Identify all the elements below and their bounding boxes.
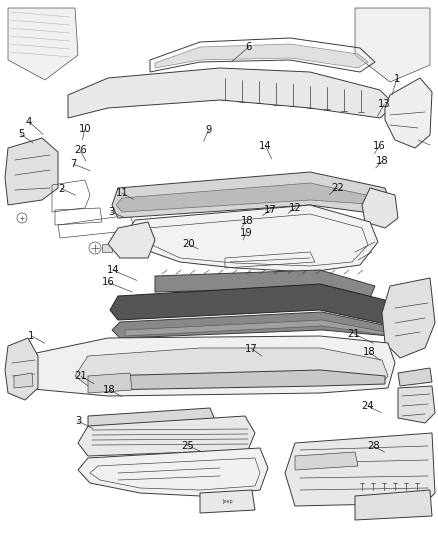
Text: 18: 18 [363,347,375,357]
Text: 16: 16 [102,278,115,287]
Text: 13: 13 [378,100,390,109]
Polygon shape [355,490,432,520]
Text: 1: 1 [394,74,400,84]
Text: 9: 9 [205,125,212,135]
Text: 16: 16 [373,141,386,151]
Text: 25: 25 [181,441,194,450]
Polygon shape [14,373,33,388]
Text: 18: 18 [241,216,253,225]
Polygon shape [382,278,435,358]
Text: 14: 14 [259,141,272,150]
Polygon shape [15,336,395,396]
Text: 10: 10 [79,124,91,134]
Polygon shape [362,188,398,228]
Polygon shape [92,370,385,390]
Polygon shape [68,68,395,118]
Text: 21: 21 [347,329,360,338]
Polygon shape [5,338,38,400]
Polygon shape [112,312,390,338]
Text: 22: 22 [331,183,344,192]
Text: Jeep: Jeep [223,499,233,505]
Text: 17: 17 [264,205,277,215]
Text: 24: 24 [362,401,374,411]
Text: 11: 11 [115,188,128,198]
Polygon shape [385,78,432,148]
Polygon shape [125,320,385,336]
Polygon shape [116,183,380,212]
Text: 17: 17 [245,344,258,353]
Polygon shape [295,452,358,470]
Polygon shape [5,138,58,205]
Text: 5: 5 [18,130,24,139]
Text: 2: 2 [58,184,64,193]
Text: 18: 18 [376,156,388,166]
Polygon shape [78,416,255,456]
Polygon shape [285,433,435,506]
Text: 19: 19 [240,229,253,238]
Text: 7: 7 [71,159,77,169]
Polygon shape [78,448,268,496]
Text: 21: 21 [74,372,88,381]
Text: 14: 14 [107,265,119,275]
Polygon shape [355,8,430,82]
Polygon shape [125,205,378,272]
Polygon shape [75,348,388,386]
Polygon shape [155,270,375,298]
Polygon shape [398,368,432,386]
Text: 12: 12 [289,203,302,213]
Polygon shape [110,284,390,324]
Text: 1: 1 [28,331,35,341]
Polygon shape [8,8,78,80]
Text: 3: 3 [108,207,114,217]
Polygon shape [112,172,390,218]
Text: 20: 20 [182,239,194,249]
Polygon shape [102,244,112,252]
Polygon shape [200,490,255,513]
Text: 6: 6 [246,42,252,52]
Text: 4: 4 [26,117,32,126]
Polygon shape [88,408,215,428]
Text: 18: 18 [103,385,116,394]
Polygon shape [88,373,132,393]
Text: 28: 28 [367,441,379,451]
Text: 3: 3 [75,416,81,426]
Polygon shape [108,222,155,258]
Polygon shape [155,44,368,68]
Polygon shape [398,386,435,423]
Text: 26: 26 [74,146,87,155]
